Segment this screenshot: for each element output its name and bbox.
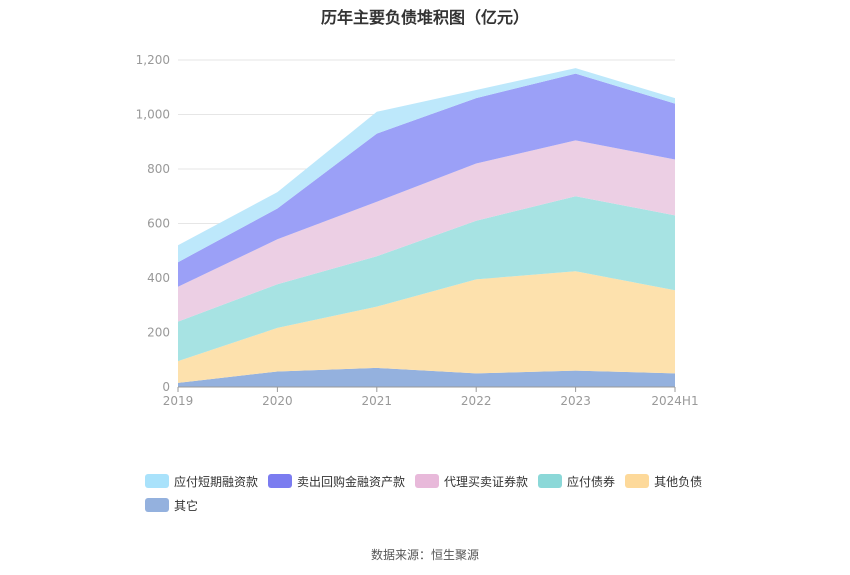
legend-swatch <box>145 474 169 488</box>
legend-swatch <box>415 474 440 488</box>
legend-swatch <box>538 474 563 488</box>
y-tick-label: 1,000 <box>136 108 170 122</box>
axis-layer: 0 200 400 600 800 1,000 1,200 2019 2020 2021 2022 2… <box>136 53 699 408</box>
legend-item[interactable]: 其它 <box>145 497 198 513</box>
x-tick-label: 2019 <box>163 394 194 408</box>
legend-label: 应付短期融资款 <box>174 474 259 489</box>
legend-swatch <box>268 474 293 488</box>
area-series-0 <box>178 367 675 387</box>
y-tick-label: 1,200 <box>136 53 170 67</box>
y-tick-label: 0 <box>162 380 170 394</box>
x-tick-label: 2020 <box>262 394 293 408</box>
y-tick-label: 600 <box>147 217 170 231</box>
legend-label: 其它 <box>174 498 199 513</box>
area-layer <box>177 68 676 387</box>
y-tick-label: 400 <box>147 271 170 285</box>
legend-item[interactable]: 卖出回购金融资产款 <box>268 473 405 489</box>
x-tick-label: 2022 <box>461 394 492 408</box>
legend-swatch <box>145 498 169 512</box>
legend-item[interactable]: 其他负债 <box>625 473 702 489</box>
area-series-1 <box>178 271 675 383</box>
x-tick-label: 2023 <box>560 394 591 408</box>
legend-item[interactable]: 应付债券 <box>538 473 615 489</box>
legend-label: 卖出回购金融资产款 <box>297 474 406 489</box>
area-series-4 <box>178 73 675 287</box>
legend-item[interactable]: 应付短期融资款 <box>145 473 258 489</box>
x-tick-label: 2024H1 <box>651 394 698 408</box>
legend-label: 其他负债 <box>654 474 703 489</box>
area-series-3 <box>178 140 675 322</box>
legend: 应付短期融资款 卖出回购金融资产款 代理买卖证券款 应付债券 其他负债其它 <box>145 473 745 513</box>
chart-title: 历年主要负债堆积图（亿元） <box>320 8 529 27</box>
legend-label: 应付债券 <box>567 474 616 489</box>
legend-item[interactable]: 代理买卖证券款 <box>415 473 528 489</box>
source-note: 数据来源：恒生聚源 <box>370 548 479 562</box>
legend-swatch <box>625 474 650 488</box>
area-series-2 <box>178 196 675 362</box>
y-tick-label: 800 <box>147 162 170 176</box>
area-series-5 <box>178 68 675 263</box>
legend-label: 代理买卖证券款 <box>444 474 529 489</box>
y-tick-label: 200 <box>147 326 170 340</box>
x-tick-label: 2021 <box>362 394 393 408</box>
